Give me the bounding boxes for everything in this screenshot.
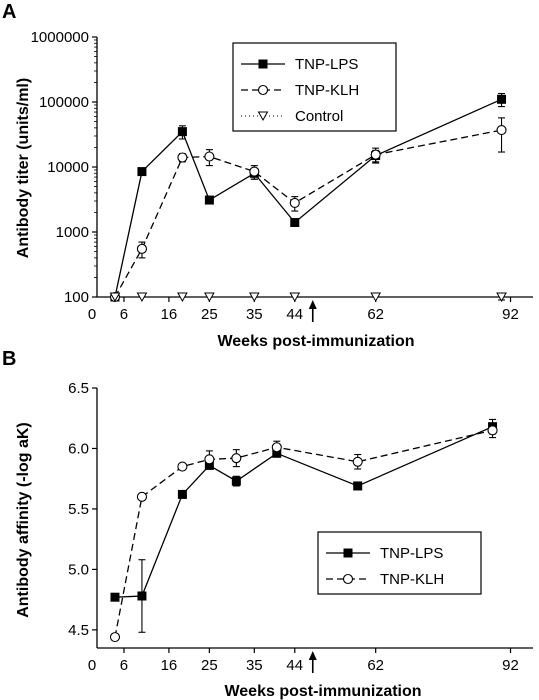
panel-b-y-tick-label: 4.5 bbox=[68, 622, 89, 639]
legend-label-tnp-lps: TNP-LPS bbox=[295, 56, 358, 73]
data-point-tnp-lps bbox=[204, 195, 214, 205]
panel-a-x-axis-title: Weeks post-immunization bbox=[217, 333, 414, 350]
data-point-tnp-klh bbox=[204, 151, 215, 162]
panel-a-legend: TNP-LPS TNP-KLH Control bbox=[232, 42, 397, 132]
data-point-tnp-klh bbox=[487, 425, 498, 436]
legend-label-tnp-lps: TNP-LPS bbox=[380, 545, 443, 562]
panel-a-y-tick-label: 10000 bbox=[47, 159, 89, 176]
series-line-tnp-klh bbox=[114, 129, 502, 298]
data-point-tnp-lps bbox=[353, 481, 363, 491]
data-point-tnp-klh bbox=[136, 243, 147, 254]
panel-a-y-axis-title: Antibody titer (units/ml) bbox=[15, 78, 32, 258]
data-point-control bbox=[177, 292, 188, 303]
legend-marker-tnp-lps bbox=[258, 59, 268, 69]
panel-b-x-tick-label: 16 bbox=[161, 657, 178, 674]
data-point-tnp-lps bbox=[110, 592, 120, 602]
data-point-tnp-klh bbox=[249, 166, 260, 177]
panel-b-legend-box bbox=[317, 531, 482, 595]
data-point-control bbox=[370, 292, 382, 303]
legend-marker-tnp-klh bbox=[342, 573, 354, 585]
data-point-tnp-lps bbox=[177, 127, 187, 137]
panel-b-arrow-head bbox=[308, 651, 317, 660]
legend-marker-control bbox=[257, 111, 269, 122]
legend-marker-tnp-lps bbox=[343, 548, 353, 558]
panel-a-x-tick-label: 0 bbox=[88, 306, 96, 323]
data-point-control bbox=[496, 292, 507, 303]
data-point-tnp-klh bbox=[289, 197, 300, 208]
legend-marker-tnp-klh bbox=[257, 84, 269, 96]
data-point-tnp-klh bbox=[231, 453, 242, 464]
panel-b-y-tick-label: 5.0 bbox=[68, 561, 89, 578]
data-point-tnp-lps bbox=[290, 218, 300, 228]
data-point-tnp-klh bbox=[352, 456, 363, 467]
data-point-tnp-klh bbox=[177, 461, 188, 472]
panel-a-x-tick-label: 6 bbox=[120, 306, 128, 323]
series-line-tnp-lps bbox=[114, 426, 493, 598]
data-point-tnp-lps bbox=[497, 94, 507, 104]
panel-b-x-tick-label: 6 bbox=[120, 657, 128, 674]
legend-label-tnp-klh: TNP-KLH bbox=[380, 571, 444, 588]
legend-label-control: Control bbox=[295, 108, 343, 125]
panel-b-y-axis-title: Antibody affinity (-log aK) bbox=[15, 422, 32, 618]
data-point-tnp-klh bbox=[204, 454, 215, 465]
panel-b-y-tick-label: 6.0 bbox=[68, 440, 89, 457]
panel-b-x-tick-label: 0 bbox=[88, 657, 96, 674]
data-point-tnp-klh bbox=[496, 125, 507, 136]
series-line-tnp-lps bbox=[114, 98, 502, 298]
panel-a-arrow-head bbox=[308, 300, 317, 309]
panel-a-y-tick-label: 100 bbox=[64, 289, 89, 306]
panel-b-series bbox=[109, 418, 498, 643]
series-line-tnp-klh bbox=[114, 429, 493, 638]
panel-b-x-tick-label: 44 bbox=[286, 657, 303, 674]
panel-a-y-tick-label: 100000 bbox=[39, 94, 89, 111]
data-point-tnp-klh bbox=[109, 632, 121, 643]
data-point-tnp-klh bbox=[136, 491, 147, 502]
panel-b-x-tick-label: 25 bbox=[201, 657, 218, 674]
data-point-tnp-klh bbox=[177, 152, 188, 163]
data-point-control bbox=[109, 292, 121, 303]
data-point-control bbox=[248, 292, 260, 303]
panel-a-x-tick-label: 92 bbox=[502, 306, 519, 323]
data-point-control bbox=[289, 292, 301, 303]
panel-a-y-tick-label: 1000 bbox=[56, 224, 89, 241]
panel-label-b: B bbox=[2, 348, 16, 370]
panel-a-y-tick-label: 1000000 bbox=[31, 29, 89, 46]
data-point-tnp-klh bbox=[271, 442, 282, 453]
panel-label-a: A bbox=[2, 1, 16, 23]
data-point-tnp-klh bbox=[370, 149, 381, 160]
panel-b-x-axis-title: Weeks post-immunization bbox=[224, 683, 421, 700]
data-point-tnp-lps bbox=[137, 591, 147, 601]
panel-a-x-tick-label: 35 bbox=[246, 306, 263, 323]
panel-a-x-tick-label: 25 bbox=[201, 306, 218, 323]
panel-b-x-tick-label: 92 bbox=[502, 657, 519, 674]
panel-a-x-tick-label: 16 bbox=[161, 306, 178, 323]
panel-b-legend: TNP-LPS TNP-KLH bbox=[317, 531, 482, 595]
data-point-tnp-lps bbox=[137, 167, 147, 177]
data-point-control bbox=[204, 292, 215, 303]
panel-b-y-tick-label: 6.5 bbox=[68, 380, 89, 397]
panel-b-y-tick-label: 5.5 bbox=[68, 501, 89, 518]
legend-label-tnp-klh: TNP-KLH bbox=[295, 82, 359, 99]
panel-b-x-tick-label: 35 bbox=[246, 657, 263, 674]
data-point-tnp-lps bbox=[177, 489, 187, 499]
data-point-control bbox=[136, 292, 148, 303]
panel-a-axes: 100 1000 10000 100000 1000000 0 6 16 25 35 44 62 92 bbox=[31, 29, 533, 323]
panel-a-series bbox=[109, 92, 507, 303]
panel-b-x-tick-label: 62 bbox=[367, 657, 384, 674]
data-point-tnp-lps bbox=[231, 476, 241, 486]
panel-b-axes: 4.5 5.0 5.5 6.0 6.5 0 6 16 25 35 44 62 92 bbox=[68, 380, 533, 674]
panel-a-x-tick-label: 44 bbox=[286, 306, 303, 323]
panel-a-x-tick-label: 62 bbox=[367, 306, 384, 323]
